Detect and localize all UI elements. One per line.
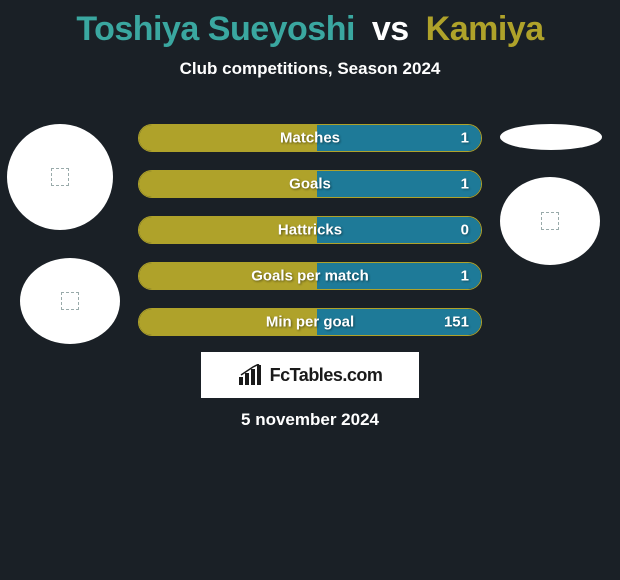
chart-icon xyxy=(238,364,264,386)
date-label: 5 november 2024 xyxy=(0,410,620,430)
stat-value-right: 151 xyxy=(444,314,469,331)
player2-avatar xyxy=(500,124,602,150)
subtitle: Club competitions, Season 2024 xyxy=(0,59,620,79)
stat-value-right: 1 xyxy=(461,268,469,285)
placeholder-icon xyxy=(61,292,79,310)
stat-bar-right xyxy=(317,171,481,197)
stat-row: Goals 1 xyxy=(138,170,482,198)
stat-row: Min per goal 151 xyxy=(138,308,482,336)
player1-avatar xyxy=(7,124,113,230)
stat-label: Goals xyxy=(289,176,331,193)
player2-club-crest xyxy=(500,177,600,265)
stat-bar-right xyxy=(317,125,481,151)
vs-separator: vs xyxy=(364,10,417,48)
stat-value-right: 1 xyxy=(461,176,469,193)
stat-label: Min per goal xyxy=(266,314,354,331)
stat-label: Matches xyxy=(280,130,340,147)
brand-text: FcTables.com xyxy=(270,365,383,386)
stat-row: Hattricks 0 xyxy=(138,216,482,244)
stat-row: Goals per match 1 xyxy=(138,262,482,290)
stat-label: Hattricks xyxy=(278,222,342,239)
placeholder-icon xyxy=(541,212,559,230)
stat-row: Matches 1 xyxy=(138,124,482,152)
brand-badge: FcTables.com xyxy=(201,352,419,398)
stat-value-right: 0 xyxy=(461,222,469,239)
player2-name: Kamiya xyxy=(426,10,544,48)
player1-name: Toshiya Sueyoshi xyxy=(76,10,355,48)
stat-label: Goals per match xyxy=(251,268,369,285)
placeholder-icon xyxy=(51,168,69,186)
comparison-title: Toshiya Sueyoshi vs Kamiya xyxy=(0,0,620,49)
player1-club-crest xyxy=(20,258,120,344)
stat-value-right: 1 xyxy=(461,130,469,147)
comparison-bars: Matches 1 Goals 1 Hattricks 0 Goals per match 1… xyxy=(138,124,482,354)
